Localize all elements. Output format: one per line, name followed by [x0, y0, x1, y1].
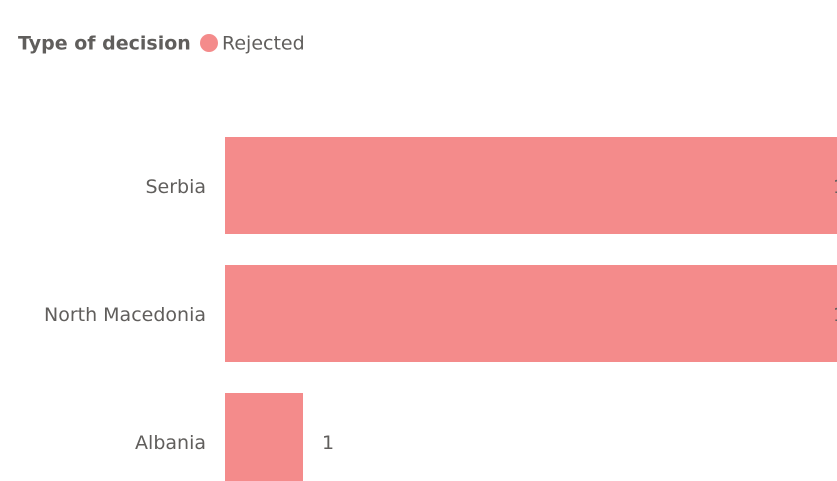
category-label: Serbia — [145, 176, 206, 198]
bar — [225, 265, 837, 362]
data-label: 10 — [833, 176, 837, 198]
legend-label: Rejected — [222, 33, 305, 55]
data-label: 10 — [833, 304, 837, 326]
category-label: North Macedonia — [44, 304, 206, 326]
bar — [225, 137, 837, 234]
legend-marker — [200, 34, 218, 52]
legend-title: Type of decision — [18, 33, 191, 55]
category-label: Albania — [135, 432, 206, 454]
data-label: 1 — [322, 432, 334, 454]
bar — [225, 393, 303, 481]
